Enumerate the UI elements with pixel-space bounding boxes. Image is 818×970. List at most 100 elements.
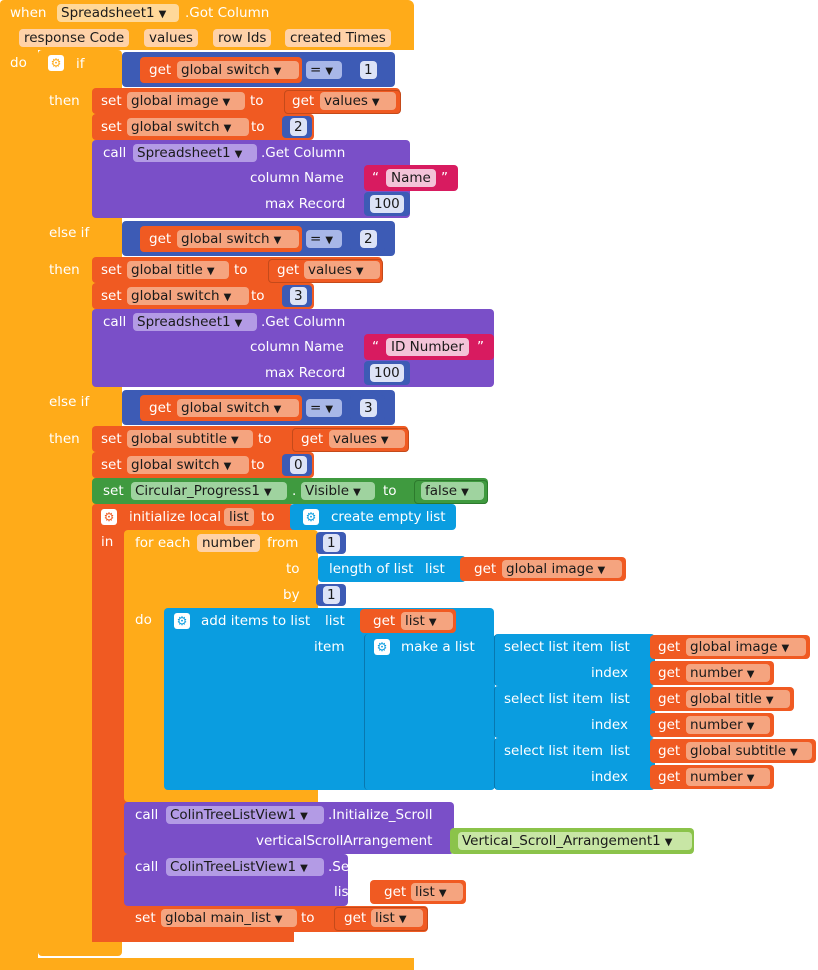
param-created-times[interactable]: created Times xyxy=(285,29,391,47)
get-label: get xyxy=(301,431,324,447)
component-dropdown[interactable]: Spreadsheet1 ▼ xyxy=(133,144,257,162)
list-label: list xyxy=(325,613,345,629)
number-value[interactable]: 3 xyxy=(360,399,377,417)
number-value[interactable]: 100 xyxy=(370,195,404,213)
to-label: to xyxy=(234,262,248,278)
length-of-list-label: length of list xyxy=(329,561,414,577)
to-label: to xyxy=(383,483,397,499)
operator-dropdown[interactable]: = ▼ xyxy=(306,230,342,248)
var-dropdown[interactable]: global switch ▼ xyxy=(177,61,299,79)
set-label: set xyxy=(101,457,122,473)
var-dropdown[interactable]: number ▼ xyxy=(686,716,770,734)
number-value[interactable]: 2 xyxy=(360,230,377,248)
text-value[interactable]: Name xyxy=(386,169,436,187)
set-label: set xyxy=(101,262,122,278)
var-dropdown[interactable]: global switch ▼ xyxy=(127,118,249,136)
number-value[interactable]: 1 xyxy=(323,586,340,604)
event-name: .Got Column xyxy=(185,5,270,21)
by-label: by xyxy=(283,587,300,603)
from-label: from xyxy=(267,535,299,551)
var-dropdown[interactable]: global image ▼ xyxy=(686,638,806,656)
set-label: set xyxy=(135,910,156,926)
boolean-dropdown[interactable]: false ▼ xyxy=(421,482,484,500)
select-list-item-label: select list item xyxy=(504,691,604,707)
number-value[interactable]: 3 xyxy=(290,287,307,305)
var-dropdown[interactable]: list ▼ xyxy=(401,612,453,630)
set-label: set xyxy=(103,483,124,499)
component-dropdown[interactable]: Spreadsheet1 ▼ xyxy=(133,313,257,331)
component-dropdown[interactable]: ColinTreeListView1 ▼ xyxy=(166,806,324,824)
var-dropdown[interactable]: global switch ▼ xyxy=(127,287,249,305)
component-dropdown[interactable]: ColinTreeListView1 ▼ xyxy=(166,858,324,876)
var-dropdown[interactable]: number ▼ xyxy=(686,768,770,786)
var-dropdown[interactable]: global main_list ▼ xyxy=(161,909,297,927)
do-label: do xyxy=(10,55,27,71)
list-label: list xyxy=(334,884,354,900)
get-label: get xyxy=(474,561,497,577)
gear-icon[interactable]: ⚙ xyxy=(101,509,117,525)
index-label: index xyxy=(591,717,628,733)
number-value[interactable]: 100 xyxy=(370,364,404,382)
make-a-list-block[interactable] xyxy=(364,634,495,790)
gear-icon[interactable]: ⚙ xyxy=(374,639,390,655)
var-dropdown[interactable]: values ▼ xyxy=(320,92,396,110)
length-of-list-block[interactable] xyxy=(318,556,466,582)
property-dropdown[interactable]: Visible ▼ xyxy=(301,482,375,500)
initialize-local-bottom xyxy=(92,932,294,942)
number-value[interactable]: 2 xyxy=(290,118,307,136)
get-label: get xyxy=(149,400,172,416)
number-value[interactable]: 1 xyxy=(323,534,340,552)
set-label: set xyxy=(101,288,122,304)
gear-icon[interactable]: ⚙ xyxy=(303,509,319,525)
for-each-label: for each xyxy=(135,535,191,551)
call-label: call xyxy=(103,145,127,161)
text-value[interactable]: ID Number xyxy=(386,338,469,356)
select-list-item-label: select list item xyxy=(504,743,604,759)
var-dropdown[interactable]: global switch ▼ xyxy=(127,456,249,474)
var-dropdown[interactable]: values ▼ xyxy=(329,430,405,448)
var-dropdown[interactable]: global subtitle ▼ xyxy=(127,430,253,448)
column-name-label: column Name xyxy=(250,170,344,186)
var-dropdown[interactable]: list ▼ xyxy=(371,909,423,927)
param-values[interactable]: values xyxy=(144,29,198,47)
var-dropdown[interactable]: global switch ▼ xyxy=(177,230,299,248)
create-empty-list-label: create empty list xyxy=(331,509,446,525)
operator-dropdown[interactable]: = ▼ xyxy=(306,61,342,79)
component-dropdown[interactable]: Circular_Progress1 ▼ xyxy=(131,482,287,500)
get-label: get xyxy=(658,665,681,681)
get-label: get xyxy=(384,884,407,900)
to-label: to xyxy=(258,431,272,447)
var-dropdown[interactable]: number ▼ xyxy=(686,664,770,682)
operator-dropdown[interactable]: = ▼ xyxy=(306,399,342,417)
number-value[interactable]: 0 xyxy=(290,456,307,474)
param-row-ids[interactable]: row Ids xyxy=(213,29,272,47)
var-dropdown[interactable]: global subtitle ▼ xyxy=(686,742,812,760)
var-dropdown[interactable]: global image ▼ xyxy=(127,92,245,110)
var-dropdown[interactable]: values ▼ xyxy=(304,261,380,279)
get-label: get xyxy=(658,717,681,733)
list-label: list xyxy=(610,691,630,707)
select-list-item-block[interactable] xyxy=(494,738,655,790)
var-dropdown[interactable]: global image ▼ xyxy=(502,560,622,578)
component-dropdown[interactable]: Vertical_Scroll_Arrangement1 ▼ xyxy=(458,832,692,850)
get-label: get xyxy=(277,262,300,278)
to-label: to xyxy=(286,561,300,577)
list-label: list xyxy=(425,561,445,577)
param-label: verticalScrollArrangement xyxy=(256,833,433,849)
var-dropdown[interactable]: global title ▼ xyxy=(686,690,790,708)
number-value[interactable]: 1 xyxy=(360,61,377,79)
item-label: item xyxy=(314,639,345,655)
param-response-code[interactable]: response Code xyxy=(19,29,130,47)
event-component-dropdown[interactable]: Spreadsheet1 ▼ xyxy=(57,4,179,22)
var-dropdown[interactable]: list ▼ xyxy=(411,883,463,901)
gear-icon[interactable]: ⚙ xyxy=(48,55,64,71)
local-var-name[interactable]: list xyxy=(224,508,254,526)
index-label: index xyxy=(591,665,628,681)
index-label: index xyxy=(591,769,628,785)
select-list-item-block[interactable] xyxy=(494,634,655,686)
var-dropdown[interactable]: global switch ▼ xyxy=(177,399,299,417)
loop-var-name[interactable]: number xyxy=(197,534,260,552)
select-list-item-block[interactable] xyxy=(494,686,655,738)
gear-icon[interactable]: ⚙ xyxy=(174,613,190,629)
var-dropdown[interactable]: global title ▼ xyxy=(127,261,229,279)
